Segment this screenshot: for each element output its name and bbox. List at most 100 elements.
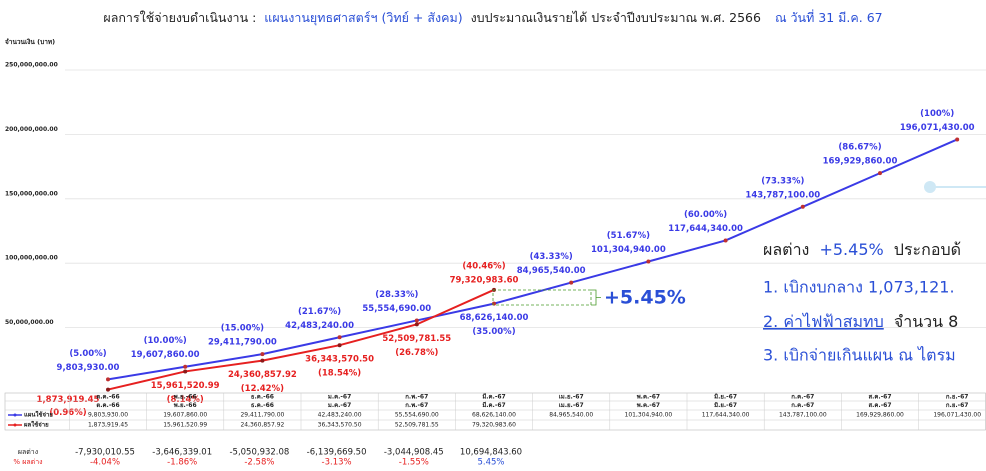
x-tick-label: พ.ค.-67	[637, 394, 660, 401]
x-tick-label: ก.พ.-67	[405, 394, 428, 401]
annotation-bracket	[591, 289, 601, 306]
table-cell: 9,803,930.00	[88, 412, 128, 419]
table-cell: 117,644,340.00	[702, 412, 750, 419]
table-cell: -2.58%	[244, 458, 274, 468]
table-cell: -3,646,339.01	[152, 448, 212, 458]
data-label: 79,320,983.60	[450, 275, 519, 285]
data-label: 55,554,690.00	[362, 304, 431, 314]
table-cell: 55,554,690.00	[395, 412, 439, 419]
point	[260, 352, 265, 357]
percent-label: (60.00%)	[684, 210, 727, 220]
data-label: 117,644,340.00	[668, 224, 743, 234]
point	[337, 335, 342, 340]
y-tick-label: 200,000,000.00	[5, 126, 58, 133]
data-label: 1,873,919.45	[37, 395, 100, 405]
table-header: พ.ย.-66	[174, 402, 197, 409]
point	[106, 387, 110, 392]
percent-label: (100%)	[920, 109, 954, 119]
notes-item: 2. ค่าไฟฟ้าสมทบ จำนวน 8	[763, 312, 958, 331]
table-cell: 68,626,140.00	[472, 412, 516, 419]
annotation: +5.45%	[604, 287, 686, 309]
notes-item: 3. เบิกจ่ายเกินแผน ณ ไตรม	[763, 346, 956, 365]
x-tick-label: เม.ย.-67	[559, 394, 584, 401]
data-label: 52,509,781.55	[382, 334, 451, 344]
table-cell: -4.04%	[90, 458, 120, 468]
table-cell: 1,873,919.45	[88, 422, 128, 429]
table-header: ต.ค.-66	[96, 402, 119, 409]
x-tick-label: พ.ย.-66	[174, 394, 197, 401]
percent-label: (8.14%)	[167, 395, 204, 405]
data-label: 36,343,570.50	[305, 355, 374, 365]
y-tick-label: 50,000,000.00	[5, 319, 54, 326]
title-part: งบประมาณเงินรายได้ ประจำปีงบประมาณ พ.ศ. …	[471, 10, 761, 25]
table-header: เม.ย.-67	[559, 402, 584, 409]
point	[414, 322, 419, 327]
table-cell: 19,607,860.00	[163, 412, 207, 419]
percent-label: (40.46%)	[462, 261, 505, 271]
x-tick-label: ธ.ค.-66	[251, 394, 274, 401]
table-header: มี.ค.-67	[482, 401, 505, 409]
point	[723, 238, 728, 243]
table-cell: 42,483,240.00	[318, 412, 362, 419]
table-header: ก.ย.-67	[946, 402, 969, 409]
table-header: พ.ค.-67	[637, 402, 660, 409]
annotation-box	[492, 289, 592, 306]
percent-label: (15.00%)	[221, 324, 264, 334]
point	[260, 358, 265, 363]
y-tick-label: 100,000,000.00	[5, 255, 58, 262]
table-cell: -5,050,932.08	[229, 448, 289, 458]
percent-label: (10.00%)	[144, 336, 187, 346]
data-label: 15,961,520.99	[151, 381, 220, 391]
percent-label: (86.67%)	[838, 143, 881, 153]
point	[414, 318, 419, 323]
table-header: ก.ค.-67	[791, 402, 814, 409]
table-cell: 101,304,940.00	[625, 412, 673, 419]
table-cell: 5.45%	[477, 458, 504, 468]
table-header: ก.พ.-67	[405, 402, 428, 409]
notes-part: จำนวน 8	[894, 312, 958, 331]
table-header: ธ.ค.-66	[251, 402, 274, 409]
point	[337, 343, 342, 348]
notes-heading: ผลต่าง +5.45% ประกอบด้	[763, 240, 961, 259]
table-cell: -1.86%	[167, 458, 197, 468]
table-cell: 196,071,430.00	[933, 412, 981, 419]
table-cell: 24,360,857.92	[240, 422, 284, 429]
data-label: 196,071,430.00	[900, 123, 975, 133]
title-part: แผนงานยุทธศาสตร์ฯ (วิทย์ + สังคม)	[264, 10, 462, 26]
percent-label: (73.33%)	[761, 176, 804, 186]
table-cell: 84,965,540.00	[549, 412, 593, 419]
y-axis-label: จำนวนเงิน (บาท)	[5, 38, 55, 46]
table-cell: 52,509,781.55	[395, 422, 439, 429]
point	[183, 369, 188, 374]
table-cell: -3.13%	[322, 458, 352, 468]
data-label: 19,607,860.00	[131, 350, 200, 360]
notes-part: +5.45%	[819, 240, 883, 259]
y-tick-label: 150,000,000.00	[5, 190, 58, 197]
title-part: ผลการใช้จ่ายงบดำเนินงาน :	[103, 10, 256, 25]
data-label: 143,787,100.00	[745, 190, 820, 200]
point	[955, 137, 960, 142]
table-cell: 79,320,983.60	[472, 422, 516, 429]
x-tick-label: มิ.ย.-67	[714, 393, 737, 401]
data-label: 24,360,857.92	[228, 370, 297, 380]
y-tick-label: 250,000,000.00	[5, 62, 58, 69]
percent-label: (28.33%)	[375, 290, 418, 300]
legend-label: ผลใช้จ่าย	[24, 421, 49, 429]
data-label: 68,626,140.00	[460, 313, 529, 323]
percent-label: (35.00%)	[472, 327, 515, 337]
table-cell: 10,694,843.60	[460, 448, 522, 458]
series-line	[107, 138, 958, 381]
table-cell: 169,929,860.00	[856, 412, 904, 419]
x-tick-label: ต.ค.-66	[96, 394, 119, 401]
x-tick-label: มี.ค.-67	[482, 393, 505, 401]
table-cell: -1.55%	[399, 458, 429, 468]
data-label: 84,965,540.00	[517, 266, 586, 276]
percent-label: (0.96%)	[49, 408, 86, 418]
table-cell: 36,343,570.50	[318, 422, 362, 429]
notes-part: 2. ค่าไฟฟ้าสมทบ	[763, 312, 884, 331]
point	[800, 204, 805, 209]
x-tick-label: ก.ค.-67	[791, 394, 814, 401]
point	[183, 364, 188, 369]
